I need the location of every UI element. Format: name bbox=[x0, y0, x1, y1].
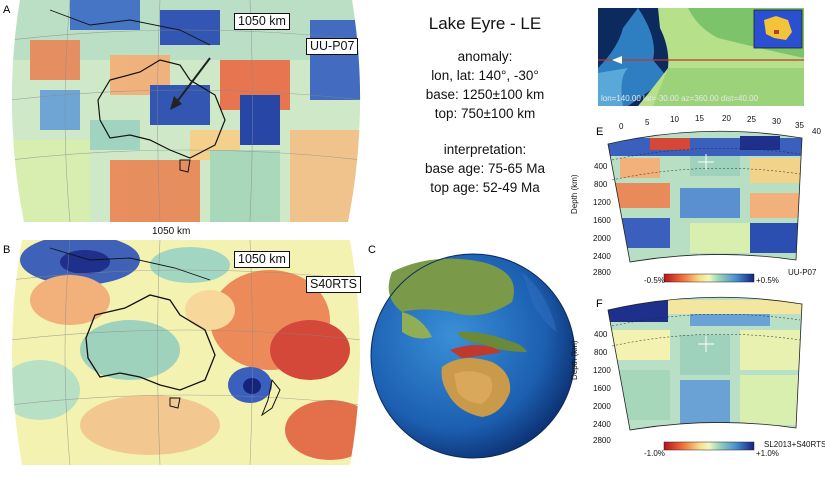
panel-f-scale-min: -1.0% bbox=[644, 449, 665, 458]
panel-f-scale-max: +1.0% bbox=[756, 449, 779, 458]
y-tick: 1200 bbox=[593, 366, 611, 375]
y-tick: 1200 bbox=[593, 198, 611, 207]
profile-map-caption: lon=140.00 lat=-30.00 az=360.00 dist=40.… bbox=[601, 94, 759, 103]
panel-letter-a: A bbox=[3, 4, 11, 16]
x-tick: 40 bbox=[812, 127, 821, 136]
panel-letter-e: E bbox=[596, 126, 604, 138]
y-tick: 2000 bbox=[593, 234, 611, 243]
cross-section-f bbox=[607, 296, 803, 451]
y-tick: 2800 bbox=[593, 436, 611, 445]
y-tick: 2800 bbox=[593, 268, 611, 277]
model-tag-a: UU-P07 bbox=[306, 38, 359, 55]
cross-section-e bbox=[607, 130, 803, 283]
panel-letter-c: C bbox=[368, 244, 376, 256]
x-tick: 10 bbox=[670, 115, 679, 124]
y-tick: 400 bbox=[594, 330, 608, 339]
y-tick: 400 bbox=[594, 162, 608, 171]
y-tick: 2000 bbox=[593, 402, 611, 411]
y-tick: 2400 bbox=[593, 420, 611, 429]
x-tick: 15 bbox=[695, 114, 704, 123]
anomaly-top: top: 750±100 km bbox=[434, 106, 536, 121]
map-a-caption: 1050 km bbox=[152, 226, 191, 237]
panel-letter-b: B bbox=[3, 244, 11, 256]
tomography-map-b bbox=[12, 240, 360, 465]
profile-location-map bbox=[598, 8, 804, 106]
anomaly-base: base: 1250±100 km bbox=[425, 87, 545, 102]
x-tick: 20 bbox=[722, 114, 731, 123]
interpretation-heading: interpretation: bbox=[443, 142, 527, 157]
anomaly-heading: anomaly: bbox=[457, 49, 513, 64]
info-title: Lake Eyre - LE bbox=[428, 14, 542, 33]
y-tick: 1600 bbox=[593, 384, 611, 393]
y-tick: 1600 bbox=[593, 216, 611, 225]
model-tag-b: S40RTS bbox=[306, 276, 362, 293]
globe bbox=[370, 253, 576, 459]
panel-e-scale-max: +0.5% bbox=[756, 276, 779, 285]
panel-f-y-label: Depth (km) bbox=[570, 340, 579, 380]
y-tick: 800 bbox=[594, 348, 608, 357]
x-tick: 5 bbox=[645, 118, 650, 127]
panel-e-scale-min: -0.5% bbox=[644, 276, 665, 285]
panel-e-y-label: Depth (km) bbox=[570, 174, 579, 214]
distance-tag-b: 1050 km bbox=[234, 251, 290, 268]
x-tick: 25 bbox=[747, 115, 756, 124]
distance-tag-a: 1050 km bbox=[234, 13, 290, 30]
x-tick: 30 bbox=[772, 117, 781, 126]
anomaly-info: Lake Eyre - LE anomaly: lon, lat: 140°, … bbox=[390, 14, 580, 197]
x-tick: 0 bbox=[619, 122, 624, 131]
interpretation-top-age: top age: 52-49 Ma bbox=[430, 180, 540, 195]
interpretation-base-age: base age: 75-65 Ma bbox=[424, 161, 546, 176]
panel-f-model: SL2013+S40RTS bbox=[764, 440, 825, 449]
anomaly-lonlat: lon, lat: 140°, -30° bbox=[431, 68, 539, 83]
y-tick: 800 bbox=[594, 180, 608, 189]
panel-e-model: UU-P07 bbox=[788, 268, 817, 277]
panel-letter-f: F bbox=[596, 298, 603, 310]
tomography-map-a bbox=[11, 0, 361, 222]
x-tick: 35 bbox=[795, 121, 804, 130]
y-tick: 2400 bbox=[593, 252, 611, 261]
